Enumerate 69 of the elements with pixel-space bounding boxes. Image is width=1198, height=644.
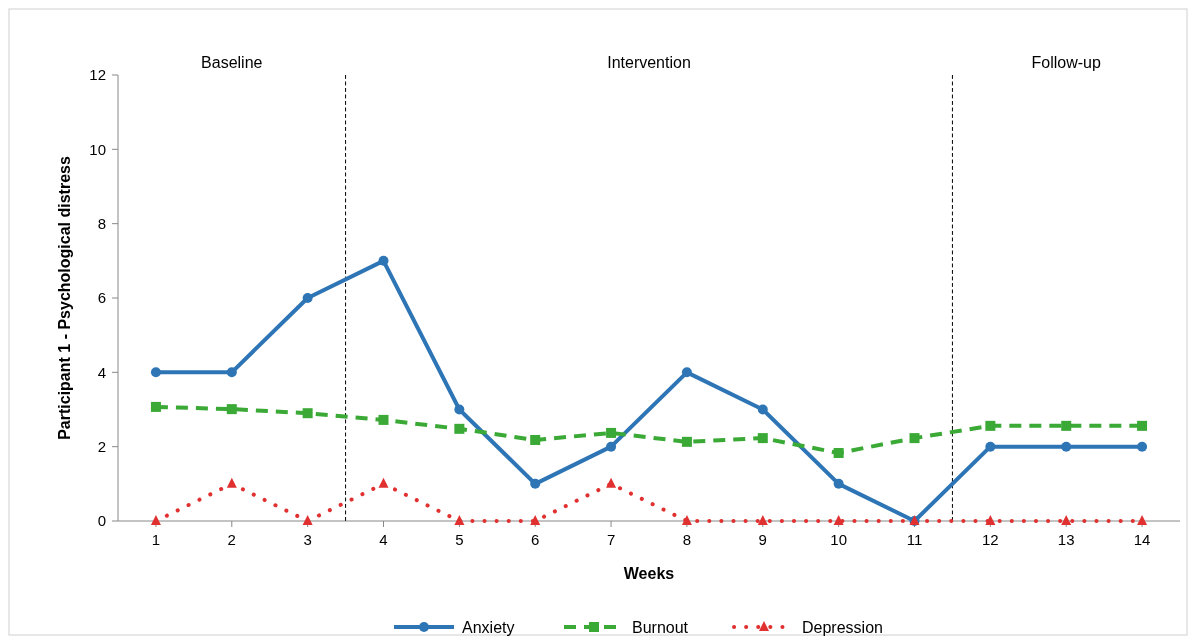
point — [909, 433, 920, 444]
point — [1137, 441, 1148, 452]
point — [150, 401, 161, 412]
legend-label: Anxiety — [462, 618, 515, 636]
legend-label: Burnout — [632, 618, 689, 636]
x-tick-label: 8 — [682, 531, 692, 548]
text: Intervention — [607, 54, 691, 71]
x-tick-label: 1 — [151, 531, 161, 548]
x-axis-title: Weeks — [623, 565, 675, 582]
point — [302, 515, 313, 525]
point — [454, 404, 465, 415]
point — [226, 404, 237, 415]
point — [302, 293, 313, 303]
point — [681, 515, 692, 525]
text: Baseline — [201, 54, 263, 71]
x-tick-label: 2 — [227, 531, 236, 548]
point — [606, 427, 617, 438]
point — [833, 515, 844, 525]
point — [302, 408, 313, 419]
point — [530, 515, 541, 525]
y-tick-label: 2 — [97, 437, 106, 455]
point — [757, 515, 768, 525]
point — [681, 367, 692, 378]
point — [378, 477, 389, 488]
x-tick-label: 3 — [303, 531, 312, 548]
point — [454, 423, 465, 434]
point — [833, 447, 844, 458]
point — [378, 414, 389, 425]
x-tick-label: 5 — [455, 531, 464, 548]
y-tick-label: 4 — [97, 363, 106, 381]
point — [1061, 441, 1072, 452]
y-tick-label: 10 — [89, 140, 106, 158]
point — [1061, 420, 1072, 431]
point — [226, 367, 237, 378]
point — [1137, 420, 1148, 431]
point — [681, 436, 692, 447]
legend-label: Depression — [802, 618, 883, 636]
x-tick-label: 4 — [379, 531, 388, 548]
y-tick-label: 0 — [97, 512, 106, 530]
x-tick-label: 12 — [982, 531, 999, 548]
point — [530, 434, 541, 445]
point — [150, 515, 161, 525]
y-tick-label: 6 — [97, 289, 106, 307]
point — [1137, 515, 1148, 525]
x-tick-label: 10 — [830, 531, 847, 548]
point — [606, 441, 617, 452]
y-tick-label: 8 — [97, 214, 106, 232]
point — [378, 255, 389, 266]
x-tick-label: 13 — [1057, 531, 1075, 548]
point — [226, 477, 237, 488]
point — [985, 515, 996, 525]
y-axis-title: Participant 1 - Psychological distress — [56, 156, 73, 440]
point — [1061, 515, 1072, 525]
point — [757, 433, 768, 444]
point — [985, 441, 996, 452]
y-tick-label: 12 — [89, 66, 106, 84]
point — [606, 477, 617, 488]
x-tick-label: 11 — [906, 531, 923, 548]
x-tick-label: 6 — [531, 531, 540, 548]
point — [530, 478, 541, 489]
text: Follow-up — [1031, 54, 1101, 71]
point — [150, 367, 161, 378]
point — [833, 478, 844, 489]
point — [454, 515, 465, 525]
x-tick-label: 7 — [606, 531, 616, 548]
point — [757, 404, 768, 415]
x-tick-label: 14 — [1133, 531, 1151, 548]
point — [985, 420, 996, 431]
x-tick-label: 9 — [758, 531, 767, 548]
